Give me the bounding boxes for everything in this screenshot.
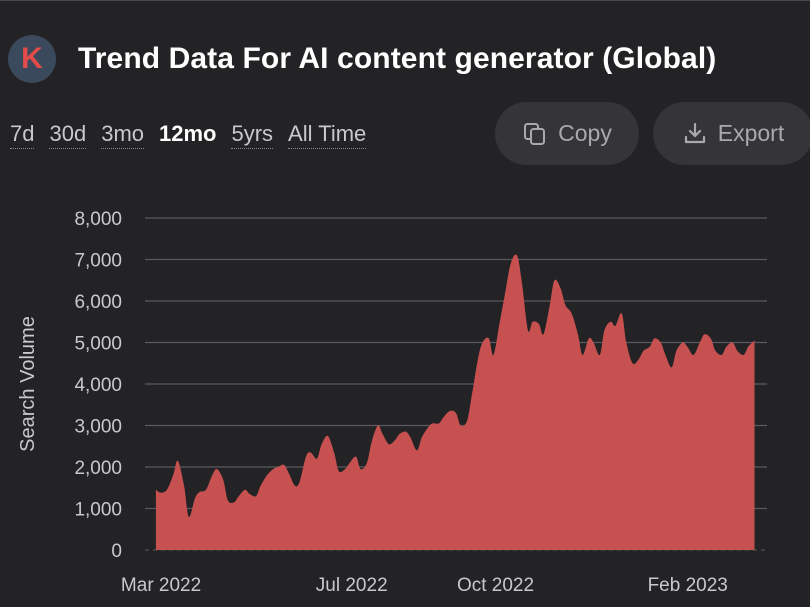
search-volume-chart: 0 1,000 2,000 3,000 4,000 5,000 6,000 7,000 8,00… — [17, 209, 767, 596]
y-tick-label: 0 — [111, 541, 122, 562]
y-tick-label: 5,000 — [74, 334, 122, 355]
y-tick-label: 8,000 — [74, 209, 122, 230]
export-button[interactable]: Export — [653, 102, 810, 165]
y-tick-label: 7,000 — [74, 251, 122, 272]
panel-header: K Trend Data For AI content generator (G… — [8, 35, 716, 83]
x-tick-labels: Mar 2022 Jul 2022 Oct 2022 Feb 2023 — [121, 575, 728, 596]
y-tick-label: 4,000 — [74, 375, 122, 396]
x-tick-label: Feb 2023 — [648, 575, 728, 596]
copy-icon — [524, 122, 546, 145]
download-icon — [684, 122, 705, 143]
x-tick-label: Mar 2022 — [121, 575, 201, 596]
copy-button[interactable]: Copy — [495, 102, 639, 165]
logo-letter: K — [21, 42, 43, 75]
range-12mo[interactable]: 12mo — [159, 121, 217, 146]
y-tick-label: 2,000 — [74, 458, 122, 479]
y-axis-title: Search Volume — [17, 316, 39, 452]
y-tick-label: 3,000 — [74, 417, 122, 438]
more-icon[interactable]: ⋮ — [802, 19, 810, 49]
y-tick-label: 1,000 — [74, 500, 122, 521]
page-title: Trend Data For AI content generator (Glo… — [78, 42, 717, 75]
range-30d[interactable]: 30d — [49, 121, 87, 149]
x-tick-label: Jul 2022 — [316, 575, 388, 596]
copy-label: Copy — [558, 120, 612, 146]
range-3mo[interactable]: 3mo — [101, 121, 144, 149]
series-area — [155, 254, 755, 550]
range-7d[interactable]: 7d — [10, 121, 35, 149]
time-range-selector: 7d 30d 3mo 12mo 5yrs All Time — [10, 121, 367, 149]
brand-logo: K — [8, 35, 56, 83]
y-tick-labels: 0 1,000 2,000 3,000 4,000 5,000 6,000 7,000 8,00… — [74, 209, 122, 562]
x-tick-label: Oct 2022 — [457, 575, 534, 596]
export-label: Export — [717, 120, 785, 146]
range-5yrs[interactable]: 5yrs — [231, 121, 274, 149]
range-all-time[interactable]: All Time — [288, 121, 367, 149]
series-area-group — [155, 254, 755, 550]
y-tick-label: 6,000 — [74, 292, 122, 313]
